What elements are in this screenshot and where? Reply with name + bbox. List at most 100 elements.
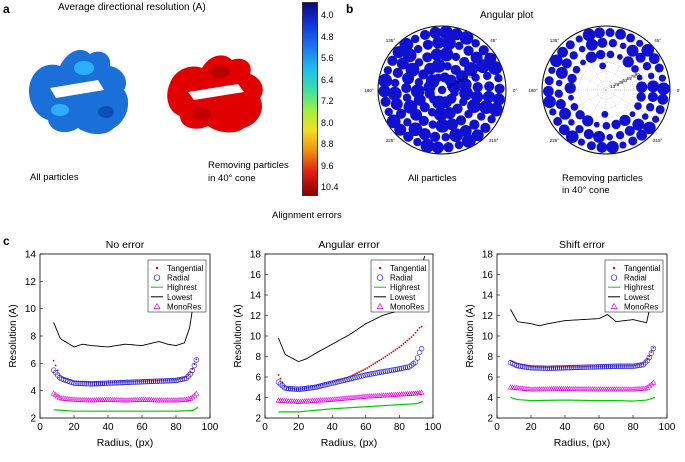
y-tick-label: 4 (255, 393, 261, 404)
point-monores (185, 395, 192, 402)
panel-a-maps (28, 50, 263, 135)
point-radial (544, 365, 551, 371)
point-radial (362, 372, 368, 378)
angular-dot (585, 51, 597, 63)
point-radial (83, 380, 89, 387)
angular-dot (471, 39, 480, 48)
angular-dot (408, 122, 423, 137)
angular-dot (471, 129, 484, 142)
point-radial (128, 379, 134, 385)
panel-a-caption-right-1: Removing particles (208, 160, 289, 171)
y-tick-label: 4 (487, 393, 493, 404)
point-radial (626, 363, 632, 369)
point-radial (165, 378, 171, 384)
point-radial (305, 385, 312, 391)
angular-dot (582, 115, 594, 127)
point-radial (520, 363, 526, 370)
angular-dot (657, 93, 669, 105)
angular-dot (383, 66, 393, 75)
angular-dot (575, 35, 583, 43)
y-tick-label: 2 (487, 414, 493, 425)
point-radial (116, 380, 122, 386)
angular-dot (601, 110, 609, 118)
point-radial (603, 363, 610, 370)
point-tangential (650, 351, 653, 353)
angular-dot (647, 72, 655, 80)
y-tick-label: 8 (30, 332, 36, 343)
angular-dot (419, 29, 431, 41)
legend-label: Lowest (390, 293, 416, 302)
angular-dot (594, 27, 605, 39)
angular-dot (470, 51, 483, 64)
angular-dot (593, 130, 606, 143)
point-radial (650, 345, 657, 352)
angular-dot (380, 96, 391, 107)
point-radial (322, 382, 328, 388)
angular-dot (430, 48, 443, 61)
point-radial (402, 364, 409, 371)
point-radial (583, 364, 589, 370)
angular-dot (455, 115, 467, 126)
angular-dot (482, 90, 495, 103)
angular-dot (488, 61, 503, 75)
point-radial (277, 381, 284, 387)
point-tangential (390, 351, 393, 354)
angular-dot (492, 93, 505, 106)
angular-dot (450, 64, 461, 76)
angular-dot (378, 85, 391, 98)
angular-dot (392, 46, 405, 59)
point-radial (287, 385, 294, 392)
point-tangential (402, 342, 405, 345)
point-monores (416, 389, 423, 395)
point-radial (518, 363, 524, 369)
point-tangential (386, 354, 389, 357)
angular-dot (606, 133, 613, 141)
point-radial (593, 364, 599, 370)
colorbar-tick-label: 7.2 (321, 96, 334, 106)
angular-dot (394, 123, 407, 136)
point-radial (108, 380, 114, 386)
angular-dot (568, 94, 574, 101)
point-radial (648, 350, 655, 356)
point-monores (187, 395, 194, 401)
point-radial (169, 377, 175, 384)
angular-dot (420, 138, 435, 153)
angular-dot (642, 62, 652, 71)
point-radial (530, 365, 536, 371)
point-tangential (408, 337, 411, 340)
y-tick-label: 6 (487, 373, 493, 384)
point-radial (581, 364, 587, 370)
polar-angle-label: 315° (489, 138, 499, 143)
legend-label: Radial (390, 274, 413, 283)
chart-angular-error: Angular error Radius, (px) Resolution (A) 0… (233, 239, 442, 449)
point-radial (418, 346, 425, 352)
point-radial (73, 380, 79, 386)
colorbar-tick-label: 5.6 (321, 53, 334, 63)
angular-dot (564, 82, 576, 94)
legend-marker (153, 274, 161, 281)
point-tangential (382, 357, 385, 359)
x-axis-label: Radius, (px) (321, 437, 378, 449)
angular-dot (489, 102, 504, 117)
polar-radial-label: 13 (446, 84, 452, 89)
point-radial (587, 364, 593, 370)
angular-dot (615, 131, 625, 140)
y-tick-label: 10 (482, 332, 494, 343)
angular-dot (655, 105, 665, 115)
angular-dot (450, 88, 459, 98)
point-radial (638, 362, 644, 368)
x-tick-label: 60 (360, 422, 372, 433)
point-radial (105, 380, 112, 386)
angular-dot (378, 73, 393, 88)
legend-label: MonoRes (167, 302, 201, 311)
y-tick-label: 14 (482, 291, 494, 302)
legend-label: Lowest (624, 293, 650, 302)
point-radial (295, 386, 302, 393)
point-radial (126, 379, 132, 386)
point-tangential (354, 373, 356, 375)
point-radial (87, 381, 94, 387)
colorbar-tick-label: 8.0 (321, 117, 334, 128)
point-radial (148, 378, 155, 385)
angular-dot (387, 55, 398, 66)
point-tangential (384, 355, 387, 358)
